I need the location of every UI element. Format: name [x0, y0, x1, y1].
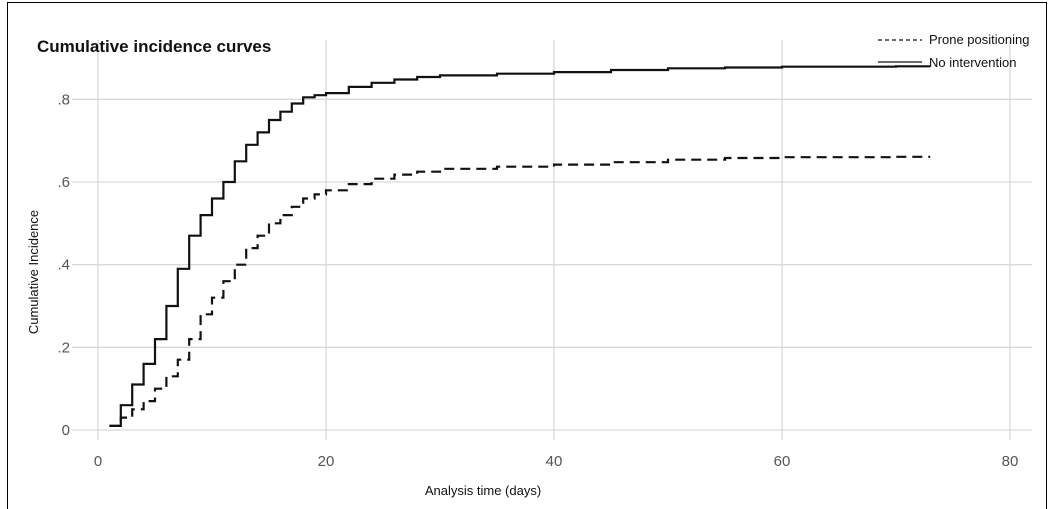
- y-axis-title: Cumulative Incidence: [26, 210, 41, 334]
- y-tick-label: .2: [57, 339, 70, 356]
- x-axis-title: Analysis time (days): [425, 483, 541, 498]
- tick-label-layer: 0 .2 .4 .6 .8 0 20 40 60 80: [57, 91, 1018, 470]
- chart-title: Cumulative incidence curves: [37, 37, 271, 56]
- y-tick-label: .8: [57, 91, 70, 108]
- y-tick-label: .4: [57, 257, 70, 274]
- series-layer: [109, 65, 931, 427]
- x-tick-label: 0: [94, 453, 102, 470]
- x-tick-label: 80: [1002, 453, 1019, 470]
- series-line-no-intervention: [109, 65, 931, 427]
- y-tick-label: .6: [57, 174, 70, 191]
- legend-label-prone: Prone positioning: [929, 32, 1029, 47]
- legend-label-no-intervention: No intervention: [929, 55, 1016, 70]
- chart-frame: [7, 2, 1047, 509]
- x-tick-label: 40: [546, 453, 563, 470]
- x-tick-label: 20: [318, 453, 335, 470]
- series-line-prone-positioning: [109, 155, 931, 427]
- y-tick-label: 0: [62, 422, 70, 439]
- grid-layer: [72, 40, 1032, 440]
- legend: Prone positioning No intervention: [878, 32, 1029, 70]
- x-tick-label: 60: [774, 453, 791, 470]
